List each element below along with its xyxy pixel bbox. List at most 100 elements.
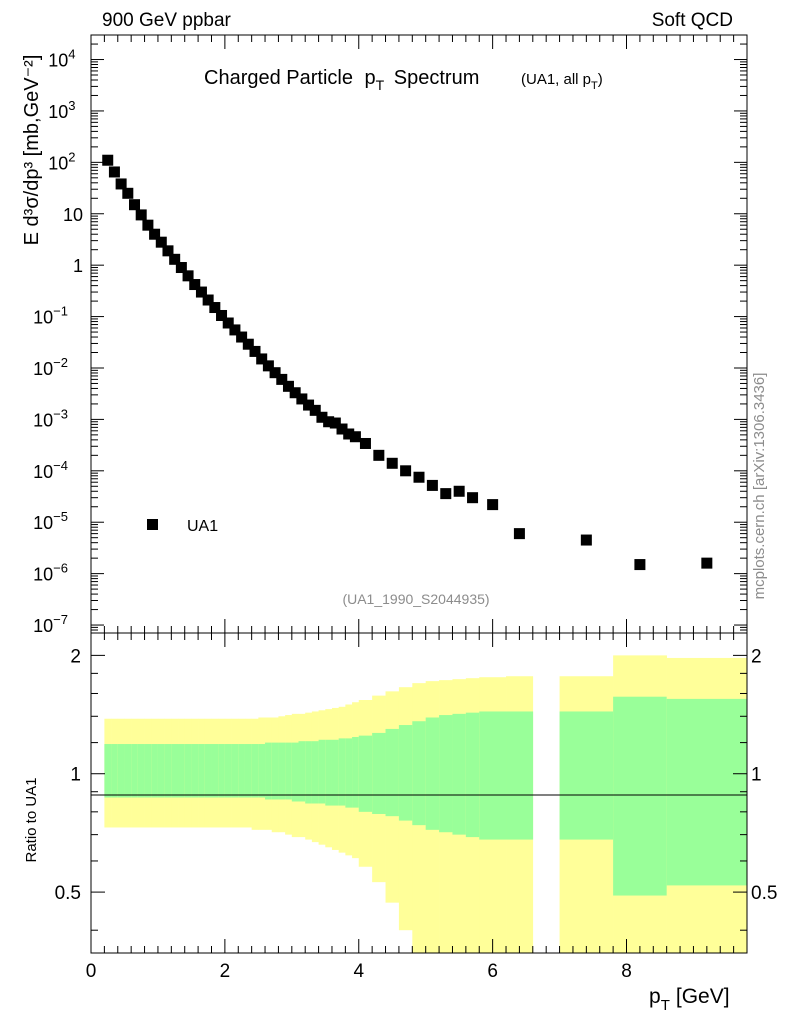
inner-band-bin: [211, 744, 219, 798]
data-point: [149, 228, 161, 240]
y-tick-label: 10−7: [33, 612, 68, 636]
y-tick-exponent: −7: [53, 612, 68, 627]
y-tick-exponent: −4: [53, 458, 68, 473]
header-right: Soft QCD: [652, 10, 733, 31]
x-tick-label: 8: [621, 961, 632, 982]
inner-band-bin: [151, 744, 159, 798]
y-tick-label: 10: [63, 205, 83, 225]
data-point: [209, 302, 221, 314]
data-point: [195, 286, 207, 298]
inner-band-bin: [265, 742, 273, 800]
side-label: mcplots.cern.ch [arXiv:1306.3436]: [751, 373, 768, 600]
inner-band-bin: [104, 744, 112, 798]
ratio-y-tick-label-left: 0.5: [55, 883, 81, 904]
y-tick-base: 10: [48, 51, 68, 71]
data-point: [453, 485, 465, 497]
title-pt: p: [365, 67, 376, 89]
x-tick-label: 2: [220, 961, 231, 982]
inner-band-bin: [311, 741, 319, 804]
inner-band-bin: [231, 744, 239, 798]
data-point: [182, 270, 194, 282]
x-tick-label: 0: [86, 961, 97, 982]
data-point: [115, 178, 127, 190]
inner-band-bin: [325, 739, 333, 806]
inner-band-bin: [178, 744, 186, 798]
data-point: [580, 534, 592, 546]
inner-band-bin: [506, 711, 534, 840]
data-point: [102, 154, 114, 166]
inner-band-bin: [285, 742, 293, 800]
main-panel: 10410310210110−110−210−310−410−510−610−7…: [21, 34, 748, 636]
y-tick-label: 10−1: [33, 304, 68, 328]
inner-band-bin: [251, 744, 259, 798]
data-points: [102, 154, 713, 571]
data-point: [135, 209, 147, 221]
data-point: [189, 279, 201, 291]
data-point: [175, 262, 187, 274]
inner-band-bin: [331, 739, 339, 806]
data-point: [316, 411, 328, 423]
inner-band-bin: [111, 744, 119, 798]
inner-band-bin: [318, 739, 326, 804]
data-point: [256, 353, 268, 365]
data-point: [359, 437, 371, 449]
inner-band-bin: [372, 732, 386, 814]
legend-label: UA1: [187, 518, 218, 535]
data-point: [282, 380, 294, 392]
data-point: [513, 528, 525, 540]
x-label-sub: T: [661, 997, 670, 1014]
data-point: [349, 431, 361, 443]
data-point: [467, 492, 479, 504]
data-point: [309, 404, 321, 416]
data-point: [269, 367, 281, 379]
data-point: [216, 309, 228, 321]
inner-band-bin: [412, 721, 426, 826]
data-point: [262, 360, 274, 372]
y-tick-base: 10: [33, 308, 53, 328]
inner-band-bin: [164, 744, 172, 798]
data-point: [400, 465, 412, 477]
data-point: [634, 559, 646, 571]
inner-band-bin: [218, 744, 226, 798]
title-note: (UA1, all pT): [521, 71, 603, 92]
ratio-y-label: Ratio to UA1: [23, 777, 40, 862]
data-point: [289, 387, 301, 399]
data-point: [276, 373, 288, 385]
data-point: [329, 417, 341, 429]
y-tick-label: 10−2: [33, 355, 68, 379]
inner-band-bin: [171, 744, 179, 798]
y-tick-base: 10: [33, 462, 53, 482]
inner-band-bin: [131, 744, 139, 798]
inner-band-bin: [204, 744, 212, 798]
data-point: [336, 423, 348, 435]
data-point: [169, 253, 181, 265]
inner-band-bin: [271, 742, 279, 800]
data-point: [440, 488, 452, 500]
inner-band-bin: [666, 698, 748, 886]
inner-band-bin: [117, 744, 125, 798]
y-tick-base: 10: [33, 565, 53, 585]
inner-band-bin: [452, 713, 467, 835]
y-tick-label: 10−6: [33, 561, 68, 585]
y-tick-base: 10: [33, 513, 53, 533]
inner-band-bin: [278, 742, 286, 800]
title-pt-sub: T: [376, 77, 385, 93]
inner-band-bin: [385, 728, 400, 817]
inner-band-bin: [398, 725, 413, 821]
y-tick-exponent: −3: [53, 406, 68, 421]
ratio-y-tick-label-left: 2: [70, 646, 81, 667]
y-tick-base: 10: [33, 359, 53, 379]
legend-marker: [147, 519, 158, 530]
title-note-post: ): [598, 71, 603, 88]
y-tick-label: 10−5: [33, 509, 68, 533]
ratio-panel-frame: [90, 632, 748, 954]
data-point: [122, 187, 134, 199]
main-panel-frame: [90, 34, 748, 634]
data-point: [142, 219, 154, 231]
inner-band-bin: [305, 741, 313, 804]
data-point: [236, 331, 248, 343]
y-tick-label: 102: [48, 149, 75, 173]
y-tick-base: 10: [33, 410, 53, 430]
inner-band-bin: [244, 744, 252, 798]
